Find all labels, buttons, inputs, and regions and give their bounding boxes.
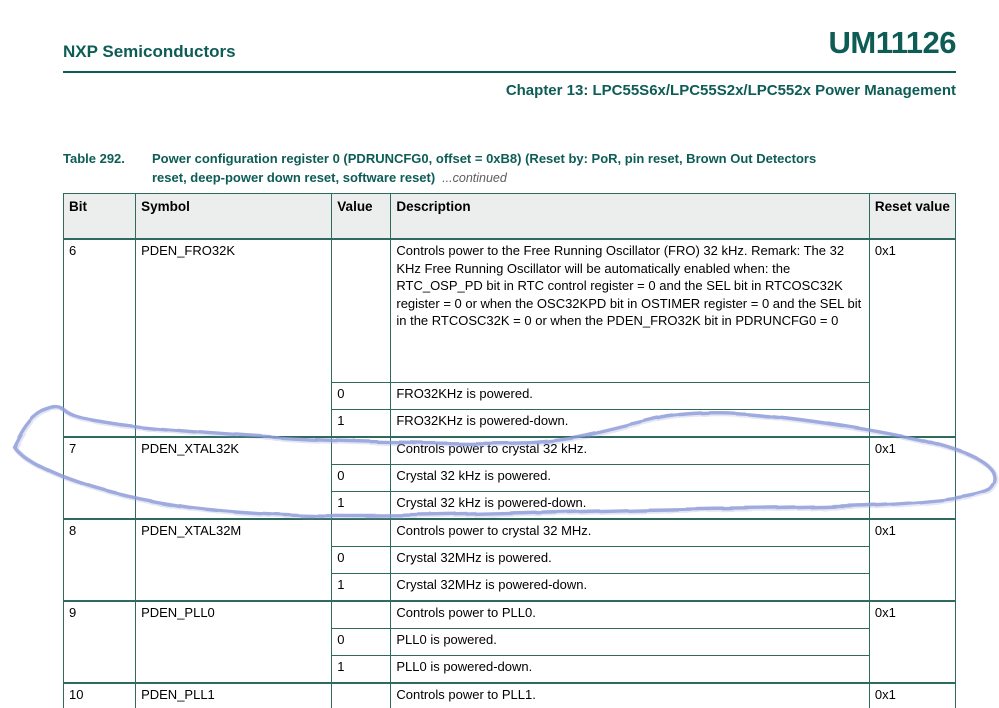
bit-cell: 9 — [62, 600, 137, 684]
value-cell — [331, 238, 392, 383]
symbol-cell: PDEN_FRO32K — [135, 238, 333, 438]
value-description-cell: FRO32KHz is powered. — [390, 382, 870, 410]
value-description-cell: Crystal 32 kHz is powered-down. — [390, 491, 870, 520]
value-cell — [331, 518, 392, 547]
value-cell: 0 — [331, 628, 392, 656]
reset-value-cell: 0x1 — [868, 682, 957, 708]
value-description-cell: PLL0 is powered. — [390, 628, 870, 656]
value-description-cell: PLL0 is powered-down. — [390, 655, 870, 684]
column-header-symbol: Symbol — [135, 193, 333, 240]
description-cell: Controls power to crystal 32 kHz. — [390, 436, 870, 465]
reset-value-cell: 0x1 — [868, 518, 957, 602]
description-cell: Controls power to the Free Running Oscil… — [390, 238, 870, 383]
value-cell: 1 — [331, 655, 392, 684]
value-description-cell: Crystal 32MHz is powered. — [390, 546, 870, 574]
description-cell: Controls power to PLL0. — [390, 600, 870, 629]
table-caption-title: Power configuration register 0 (PDRUNCFG… — [152, 151, 817, 185]
header-rule — [63, 71, 956, 73]
bit-cell: 6 — [62, 238, 137, 438]
chapter-title: Chapter 13: LPC55S6x/LPC55S2x/LPC552x Po… — [505, 82, 956, 99]
description-cell: Controls power to PLL1. — [390, 682, 870, 708]
value-row: 0 PLL0 is powered. — [64, 628, 956, 656]
value-cell — [331, 682, 392, 708]
value-row: 0 Crystal 32MHz is powered. — [64, 546, 956, 574]
value-cell: 0 — [331, 382, 392, 410]
table-row-bit-10: 10 PDEN_PLL1 Controls power to PLL1. 0x1 — [62, 682, 957, 708]
value-cell: 1 — [331, 491, 392, 520]
register-table: Bit Symbol Value Description Reset value… — [62, 193, 957, 708]
column-header-reset-value: Reset value — [868, 193, 957, 240]
value-row: 0 FRO32KHz is powered. — [64, 382, 956, 410]
description-cell: Controls power to crystal 32 MHz. — [390, 518, 870, 547]
bit-cell: 7 — [62, 436, 137, 520]
value-description-cell: FRO32KHz is powered-down. — [390, 409, 870, 438]
value-cell: 1 — [331, 409, 392, 438]
table-row-bit-8: 8 PDEN_XTAL32M Controls power to crystal 3… — [62, 518, 957, 602]
symbol-cell: PDEN_XTAL32M — [135, 518, 333, 602]
value-row: 1 Crystal 32MHz is powered-down. — [64, 573, 956, 602]
value-cell: 1 — [331, 573, 392, 602]
reset-value-cell: 0x1 — [868, 238, 957, 438]
reset-value-cell: 0x1 — [868, 436, 957, 520]
bit-cell: 10 — [62, 682, 137, 708]
column-header-bit: Bit — [62, 193, 137, 240]
table-row-bit-9: 9 PDEN_PLL0 Controls power to PLL0. 0x1 — [62, 600, 957, 684]
register-table-body: 6 PDEN_FRO32K Controls power to the Free R… — [62, 238, 957, 708]
value-description-cell: Crystal 32 kHz is powered. — [390, 464, 870, 492]
value-description-cell: Crystal 32MHz is powered-down. — [390, 573, 870, 602]
value-cell: 0 — [331, 546, 392, 574]
column-header-value: Value — [331, 193, 392, 240]
table-row-bit-6: 6 PDEN_FRO32K Controls power to the Free R… — [62, 238, 957, 438]
symbol-cell: PDEN_PLL0 — [135, 600, 333, 684]
table-header-row: Bit Symbol Value Description Reset value — [62, 193, 957, 240]
value-cell — [331, 436, 392, 465]
document-id: UM11126 — [828, 25, 957, 60]
table-caption-label: Table 292. — [63, 151, 125, 166]
reset-value-cell: 0x1 — [868, 600, 957, 684]
table-caption-text: Power configuration register 0 (PDRUNCFG… — [152, 150, 852, 188]
vendor-name: NXP Semiconductors — [63, 42, 236, 61]
bit-cell: 8 — [62, 518, 137, 602]
symbol-cell: PDEN_PLL1 — [135, 682, 333, 708]
table-caption: Table 292. Power configuration register … — [63, 150, 913, 188]
symbol-cell: PDEN_XTAL32K — [135, 436, 333, 520]
value-cell — [331, 600, 392, 629]
column-header-description: Description — [390, 193, 870, 240]
table-row-bit-7: 7 PDEN_XTAL32K Controls power to crystal 3… — [62, 436, 957, 520]
value-cell: 0 — [331, 464, 392, 492]
table-caption-continued: ...continued — [442, 170, 507, 185]
